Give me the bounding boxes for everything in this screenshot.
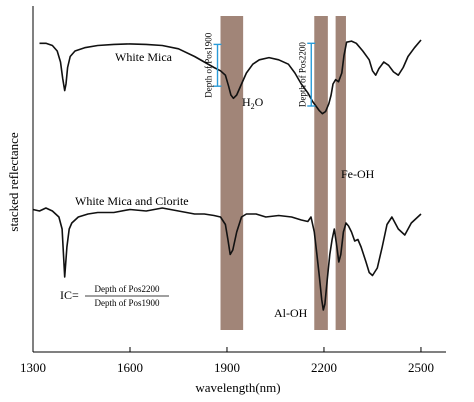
x-tick-label: 1300 (20, 360, 46, 375)
y-axis-title: stacked reflectance (6, 132, 21, 231)
feoh-label: Fe-OH (341, 167, 375, 181)
depth-marker-2: Depth of Pos2200 (297, 42, 316, 107)
series-label-white-mica: White Mica (115, 50, 173, 64)
x-axis-title: wavelength(nm) (195, 380, 280, 395)
depth-marker-1: Depth of Pos1900 (204, 32, 222, 98)
series-label-white-mica-clorite: White Mica and Clorite (75, 194, 189, 208)
depth-marker-label: Depth of Pos1900 (204, 32, 214, 97)
x-tick-label: 1900 (214, 360, 240, 375)
x-axis-ticks: 1300 1600 1900 2200 2500 (20, 347, 434, 375)
x-tick-label: 2500 (408, 360, 434, 375)
absorption-band-2 (314, 16, 328, 330)
series-line-1 (39, 39, 422, 115)
spectra-lines (32, 39, 422, 311)
h2o-label: H2O (242, 95, 264, 111)
depth-markers: Depth of Pos1900 Depth of Pos2200 (204, 32, 316, 107)
formula-denominator: Depth of Pos1900 (95, 298, 160, 308)
series-line-2 (32, 207, 422, 311)
absorption-band-1 (220, 16, 244, 330)
x-tick-label: 1600 (117, 360, 143, 375)
h2o-label-o: O (255, 95, 264, 109)
absorption-band-3 (335, 16, 346, 330)
formula-lhs: IC= (60, 288, 79, 302)
formula-numerator: Depth of Pos2200 (95, 284, 160, 294)
aloh-label: Al-OH (274, 306, 308, 320)
h2o-label-sub: 2 (251, 102, 255, 111)
h2o-label-h: H (242, 95, 251, 109)
depth-marker-label: Depth of Pos2200 (297, 42, 307, 107)
x-tick-label: 2200 (311, 360, 337, 375)
